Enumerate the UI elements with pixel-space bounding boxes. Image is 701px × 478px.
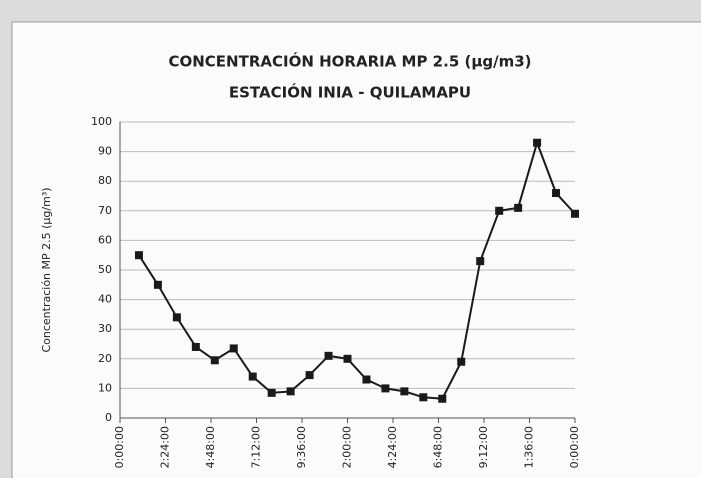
- data-point: [381, 384, 390, 393]
- data-point: [248, 372, 257, 381]
- data-point: [533, 138, 542, 147]
- chart-title: CONCENTRACIÓN HORARIA MP 2.5 (µg/m3): [168, 52, 531, 71]
- data-point: [267, 388, 276, 397]
- y-tick-label: 80: [98, 174, 112, 187]
- data-point: [305, 371, 314, 380]
- data-point: [476, 257, 485, 266]
- x-tick-label: 4:24:00: [386, 426, 399, 468]
- data-point: [343, 354, 352, 363]
- y-axis-label: Concentración MP 2.5 (µg/m³): [40, 187, 53, 352]
- y-tick-label: 70: [98, 204, 112, 217]
- chart-subtitle: ESTACIÓN INIA - QUILAMAPU: [229, 83, 471, 102]
- y-tick-label: 50: [98, 263, 112, 276]
- data-point: [514, 203, 523, 212]
- y-tick-label: 40: [98, 293, 112, 306]
- x-tick-label: 2:24:00: [159, 426, 172, 468]
- y-tick-label: 90: [98, 145, 112, 158]
- data-point: [400, 387, 409, 396]
- x-tick-label: 9:36:00: [295, 426, 308, 468]
- y-tick-label: 10: [98, 381, 112, 394]
- x-tick-label: 0:00:00: [113, 426, 126, 468]
- data-point: [153, 280, 162, 289]
- data-point: [438, 394, 447, 403]
- data-point: [324, 351, 333, 360]
- x-tick-label: 2:00:00: [341, 426, 354, 468]
- data-point: [362, 375, 371, 384]
- data-point: [191, 342, 200, 351]
- data-point: [495, 206, 504, 215]
- y-tick-label: 60: [98, 233, 112, 246]
- data-point: [172, 313, 181, 322]
- data-point: [210, 356, 219, 365]
- y-tick-label: 30: [98, 322, 112, 335]
- y-tick-label: 0: [105, 411, 112, 424]
- data-point: [571, 209, 579, 218]
- x-tick-label: 6:48:00: [432, 426, 445, 468]
- data-point: [134, 251, 143, 260]
- data-point: [419, 393, 428, 402]
- x-tick-label: 7:12:00: [250, 426, 263, 468]
- y-tick-label: 20: [98, 352, 112, 365]
- data-point: [229, 344, 238, 353]
- data-point: [457, 357, 466, 366]
- x-tick-label: 4:48:00: [204, 426, 217, 468]
- y-tick-label: 100: [91, 115, 112, 128]
- x-tick-label: 1:36:00: [523, 426, 536, 468]
- data-point: [286, 387, 295, 396]
- chart-frame: [11, 21, 701, 478]
- data-point: [552, 189, 561, 198]
- x-tick-label: 0:00:00: [568, 426, 581, 468]
- x-tick-label: 9:12:00: [477, 426, 490, 468]
